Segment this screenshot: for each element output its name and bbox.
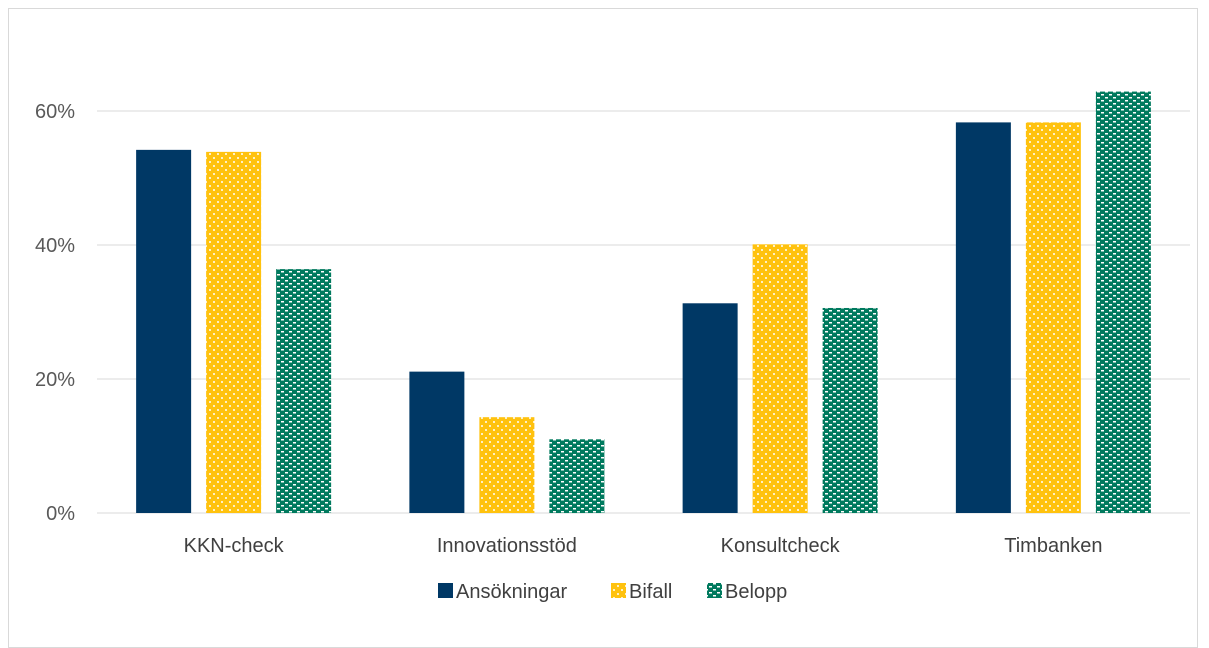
y-tick-label: 60% <box>35 101 75 123</box>
legend-label: Ansökningar <box>456 581 568 603</box>
legend-swatch-belopp <box>707 583 722 598</box>
bar-ansökningar-4 <box>955 122 1011 513</box>
x-category-label: KKN-check <box>184 535 285 557</box>
y-tick-label: 40% <box>35 235 75 257</box>
bar-belopp-3 <box>822 307 878 513</box>
bar-bifall-2 <box>479 417 535 513</box>
y-tick-label: 20% <box>35 369 75 391</box>
bar-belopp-4 <box>1095 91 1151 513</box>
bar-ansökningar-2 <box>409 371 465 513</box>
bar-belopp-2 <box>549 439 605 513</box>
bar-belopp-1 <box>276 269 332 513</box>
legend-swatch-ansökningar <box>438 583 453 598</box>
x-axis-categories: KKN-check Innovationsstöd Konsultcheck Timb… <box>184 535 1103 557</box>
legend-label: Bifall <box>629 581 672 603</box>
x-category-label: Innovationsstöd <box>437 535 577 557</box>
x-category-label: Konsultcheck <box>721 535 841 557</box>
legend-swatch-bifall <box>611 583 626 598</box>
legend-label: Belopp <box>725 581 787 603</box>
bar-bifall-3 <box>752 244 808 513</box>
bar-bifall-4 <box>1025 122 1081 513</box>
bar-ansökningar-3 <box>682 303 738 513</box>
legend: Ansökningar Bifall Belopp <box>438 581 787 603</box>
y-axis-ticks: 0% 20% 40% 60% <box>35 101 75 525</box>
bar-bifall-1 <box>206 151 262 513</box>
bar-chart: 0% 20% 40% 60% KKN-check Innovationsstöd Kons… <box>35 91 1190 603</box>
y-tick-label: 0% <box>46 503 75 525</box>
bars <box>136 91 1151 514</box>
bar-ansökningar-1 <box>136 149 192 514</box>
x-category-label: Timbanken <box>1004 535 1102 557</box>
